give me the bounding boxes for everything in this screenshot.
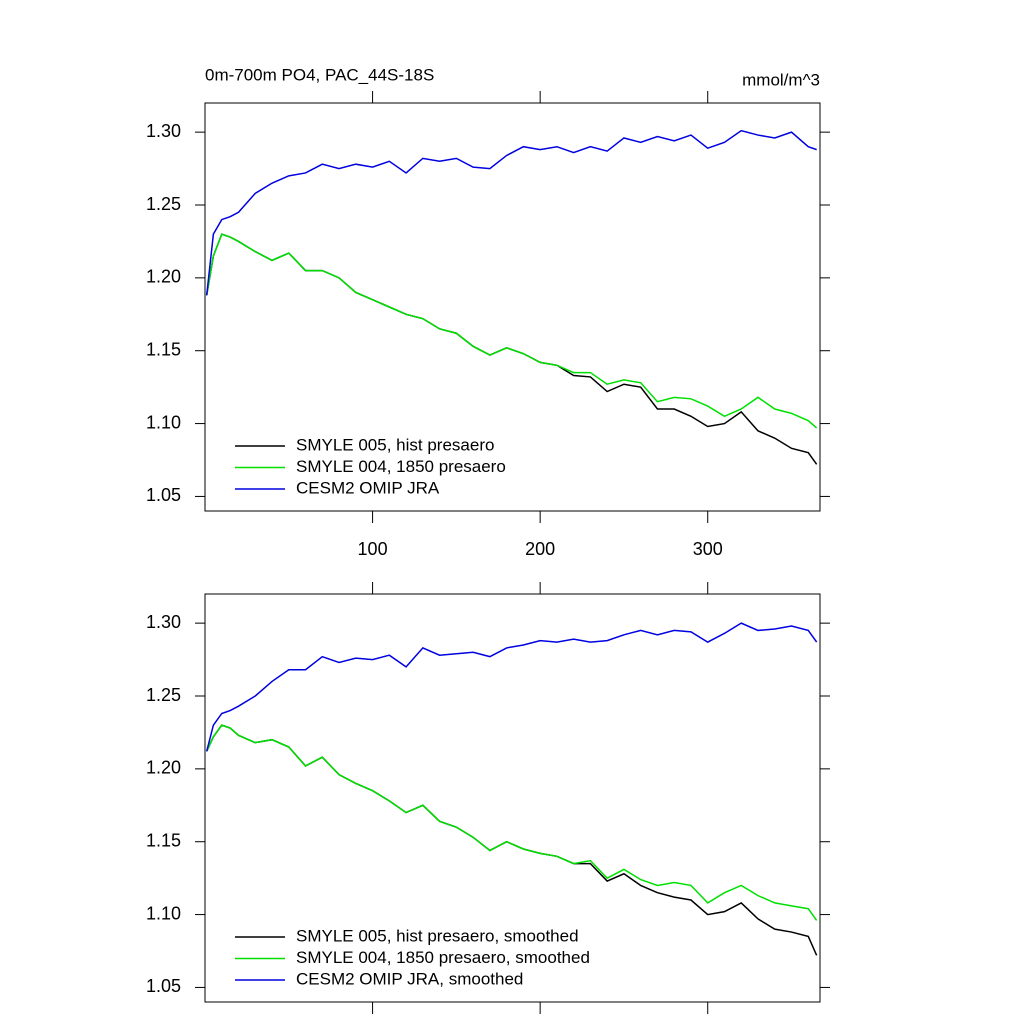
- y-tick-label: 1.15: [146, 830, 181, 850]
- x-tick-label: 200: [525, 539, 555, 559]
- series-line: [205, 724, 818, 956]
- series-line: [205, 724, 818, 921]
- legend-label: CESM2 OMIP JRA, smoothed: [296, 969, 523, 988]
- series-line: [205, 233, 818, 429]
- series-line: [205, 622, 818, 752]
- y-tick-label: 1.30: [146, 612, 181, 632]
- y-tick-label: 1.15: [146, 339, 181, 359]
- legend-label: SMYLE 005, hist presaero: [296, 435, 494, 454]
- plot-frame: [204, 593, 821, 1003]
- chart-title: 0m-700m PO4, PAC_44S-18S: [205, 65, 434, 84]
- legend-label: SMYLE 004, 1850 presaero: [296, 457, 506, 476]
- y-tick-label: 1.05: [146, 976, 181, 996]
- legend-label: SMYLE 005, hist presaero, smoothed: [296, 926, 579, 945]
- y-tick-label: 1.25: [146, 685, 181, 705]
- y-tick-label: 1.20: [146, 758, 181, 778]
- y-tick-label: 1.20: [146, 267, 181, 287]
- series-line: [205, 129, 817, 296]
- plot-frame: [204, 102, 821, 512]
- y-tick-label: 1.30: [146, 121, 181, 141]
- legend-label: CESM2 OMIP JRA: [296, 478, 440, 497]
- x-tick-label: 100: [358, 539, 388, 559]
- legend-label: SMYLE 004, 1850 presaero, smoothed: [296, 948, 590, 967]
- units-label: mmol/m^3: [742, 70, 820, 89]
- x-tick-label: 300: [693, 539, 723, 559]
- y-tick-label: 1.10: [146, 903, 181, 923]
- y-tick-label: 1.25: [146, 194, 181, 214]
- y-tick-label: 1.05: [146, 485, 181, 505]
- y-tick-label: 1.10: [146, 412, 181, 432]
